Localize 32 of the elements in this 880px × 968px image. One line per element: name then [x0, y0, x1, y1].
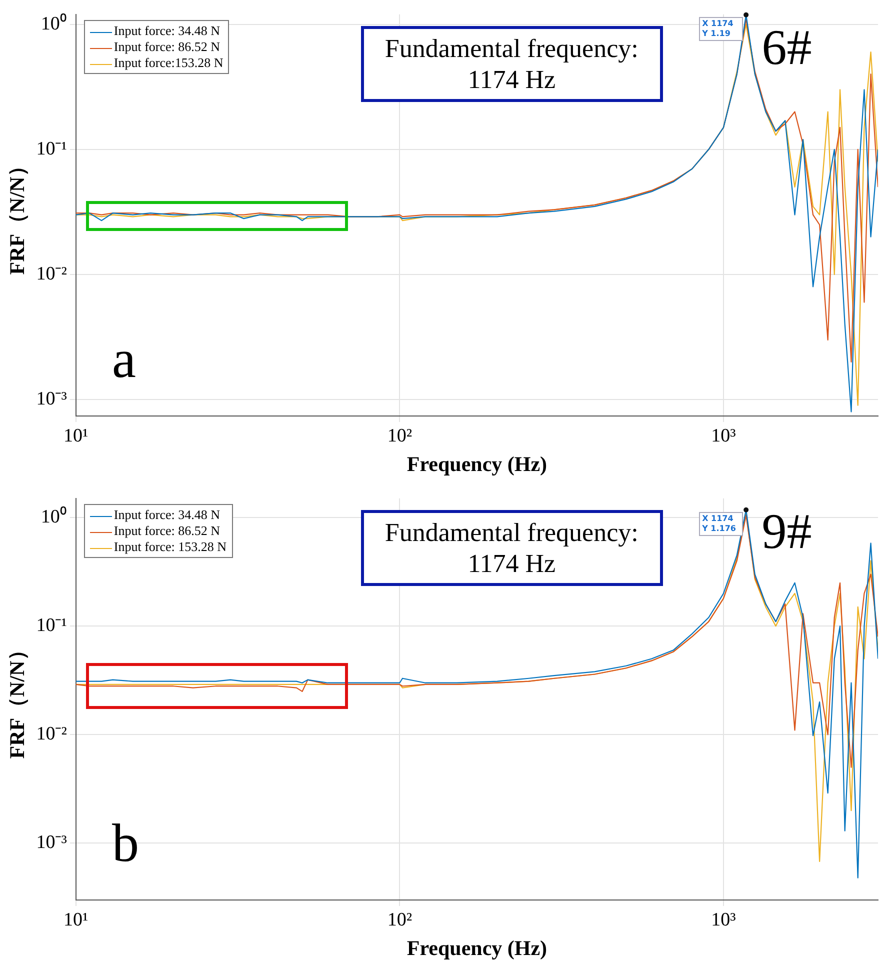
annotation: b: [112, 812, 139, 874]
annotation: 6#: [762, 18, 812, 76]
annotation: 9#: [762, 502, 812, 560]
y-tick-label: 10⁻³: [36, 832, 68, 854]
annotation: Fundamental frequency: 1174 Hz: [360, 510, 663, 586]
y-tick-label: 10⁰: [40, 12, 67, 34]
y-tick-label: 10⁰: [40, 506, 67, 528]
x-axis-title: Frequency (Hz): [406, 936, 548, 960]
x-axis-title: Frequency (Hz): [406, 452, 548, 476]
annotation: Fundamental frequency: 1174 Hz: [360, 26, 663, 102]
x-tick-label: 10¹: [64, 425, 89, 446]
y-axis-title: FRF（N/N）: [5, 640, 30, 759]
legend-label: Input force: 153.28 N: [112, 539, 227, 556]
legend-label: Input force: 34.48 N: [112, 507, 222, 524]
legend-label: Input force: 86.52 N: [112, 523, 222, 540]
x-tick-label: 10²: [387, 425, 412, 446]
y-tick-label: 10⁻²: [36, 724, 68, 745]
x-tick-label: 10²: [387, 909, 412, 930]
x-tick-label: 10¹: [64, 909, 89, 930]
y-tick-label: 10⁻³: [36, 388, 68, 410]
annotation: X 1174 Y 1.19: [699, 16, 744, 41]
annotation: a: [112, 328, 136, 390]
y-axis-title: FRF（N/N）: [5, 156, 30, 275]
legend-label: Input force: 34.48 N: [112, 23, 222, 40]
x-tick-label: 10³: [711, 909, 736, 930]
legend-label: Input force: 86.52 N: [112, 39, 222, 56]
y-tick-label: 10⁻²: [36, 264, 68, 285]
x-tick-label: 10³: [711, 425, 736, 446]
legend-label: Input force:153.28 N: [112, 55, 224, 72]
y-tick-label: 10⁻¹: [36, 615, 68, 636]
y-tick-label: 10⁻¹: [36, 138, 68, 160]
annotation: X 1174 Y 1.176: [699, 512, 744, 536]
